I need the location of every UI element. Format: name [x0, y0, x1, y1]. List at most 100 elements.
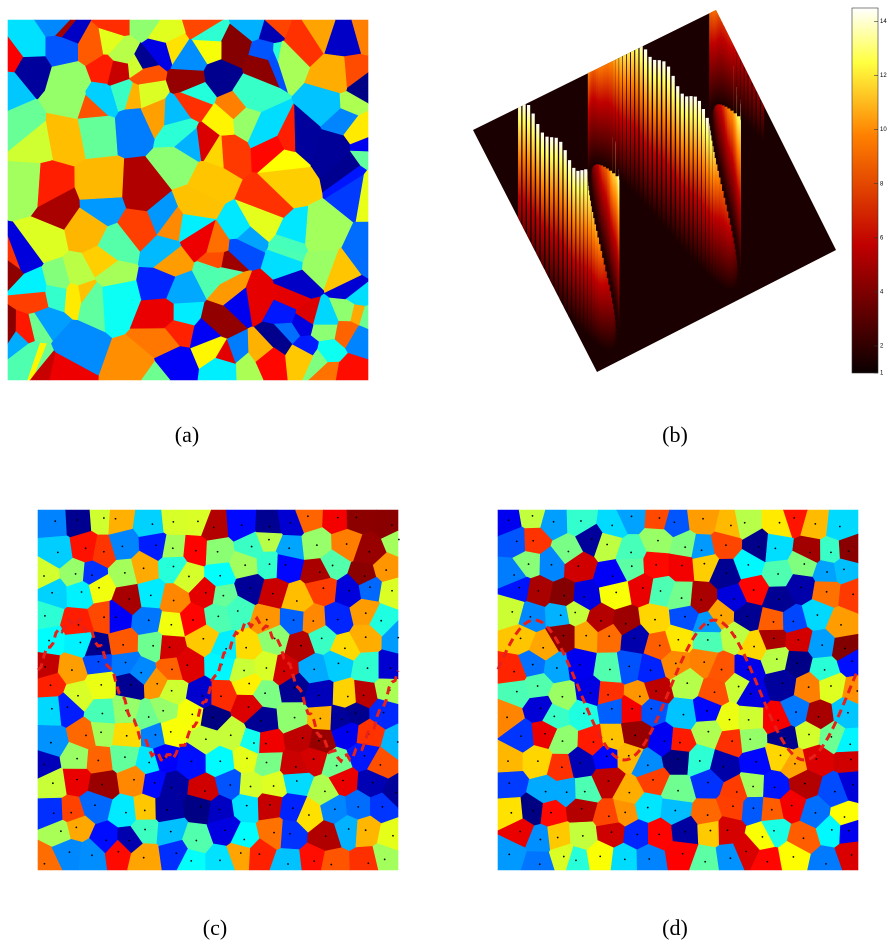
site [700, 599, 703, 601]
site [322, 587, 325, 590]
site [249, 586, 252, 589]
site [218, 808, 221, 811]
site [382, 711, 385, 714]
site [529, 615, 532, 618]
site [204, 738, 207, 741]
site [94, 804, 96, 807]
site [295, 780, 298, 782]
site [240, 524, 243, 527]
site [607, 693, 609, 696]
site [608, 635, 611, 638]
site [531, 515, 534, 517]
cell [162, 534, 187, 559]
site [752, 807, 755, 810]
site [599, 855, 602, 858]
site [652, 778, 654, 781]
site [624, 811, 627, 814]
ridge-strip [680, 93, 684, 248]
ridge-strip [733, 10, 737, 114]
site [117, 850, 120, 853]
site [809, 551, 811, 554]
site [544, 790, 547, 793]
site [655, 564, 658, 566]
site [550, 811, 552, 814]
site [753, 645, 755, 648]
site [220, 695, 222, 698]
cell [255, 509, 282, 535]
site [766, 860, 769, 863]
site [581, 834, 584, 837]
site [636, 833, 639, 836]
boundary-curve [36, 615, 400, 764]
site [100, 731, 102, 734]
site [101, 712, 104, 715]
site [98, 586, 100, 589]
ridge-strip [715, 10, 719, 105]
site [149, 594, 152, 597]
cell [668, 553, 695, 583]
site [830, 551, 832, 554]
site [713, 691, 716, 694]
site [720, 668, 723, 671]
cell [138, 80, 170, 109]
ridge-strip [580, 170, 584, 331]
site [611, 575, 614, 578]
site [536, 685, 539, 687]
site [507, 760, 509, 763]
site [778, 598, 780, 601]
site [508, 853, 511, 856]
site [600, 619, 602, 622]
site [542, 646, 545, 649]
site [175, 852, 178, 855]
site [704, 860, 707, 863]
site [580, 807, 583, 810]
site [519, 637, 522, 640]
site [527, 563, 530, 566]
ridge-strip [615, 19, 619, 177]
site [833, 790, 836, 793]
site [814, 522, 817, 525]
site [681, 852, 684, 855]
site [538, 863, 541, 866]
cell [203, 135, 224, 169]
site [532, 809, 535, 812]
site [142, 856, 145, 859]
ridge-strip [701, 109, 706, 271]
site [567, 550, 570, 553]
cell [374, 678, 399, 705]
site [849, 758, 852, 761]
site [346, 695, 349, 698]
site [707, 623, 709, 626]
site [725, 544, 727, 547]
site [592, 741, 595, 743]
site [561, 695, 564, 698]
cell [351, 19, 369, 56]
site [144, 828, 146, 831]
site [609, 668, 611, 671]
site [679, 741, 681, 744]
site [51, 707, 53, 710]
ridge-strip [709, 123, 713, 278]
site [506, 716, 508, 719]
site [680, 597, 683, 599]
site [795, 711, 797, 713]
site [515, 690, 518, 693]
site [770, 808, 773, 811]
site [646, 764, 649, 767]
site [79, 641, 82, 644]
cell [372, 843, 399, 871]
site [258, 853, 261, 856]
site [43, 763, 46, 766]
site [843, 568, 845, 571]
cell [166, 270, 207, 304]
site [245, 804, 248, 807]
cell [51, 319, 113, 376]
colorbar-tick-label: 6 [880, 235, 884, 241]
site [80, 591, 83, 593]
site [345, 543, 348, 545]
site [703, 562, 706, 565]
site [335, 764, 338, 767]
site [840, 623, 842, 626]
cell [261, 299, 297, 324]
site [783, 737, 786, 740]
